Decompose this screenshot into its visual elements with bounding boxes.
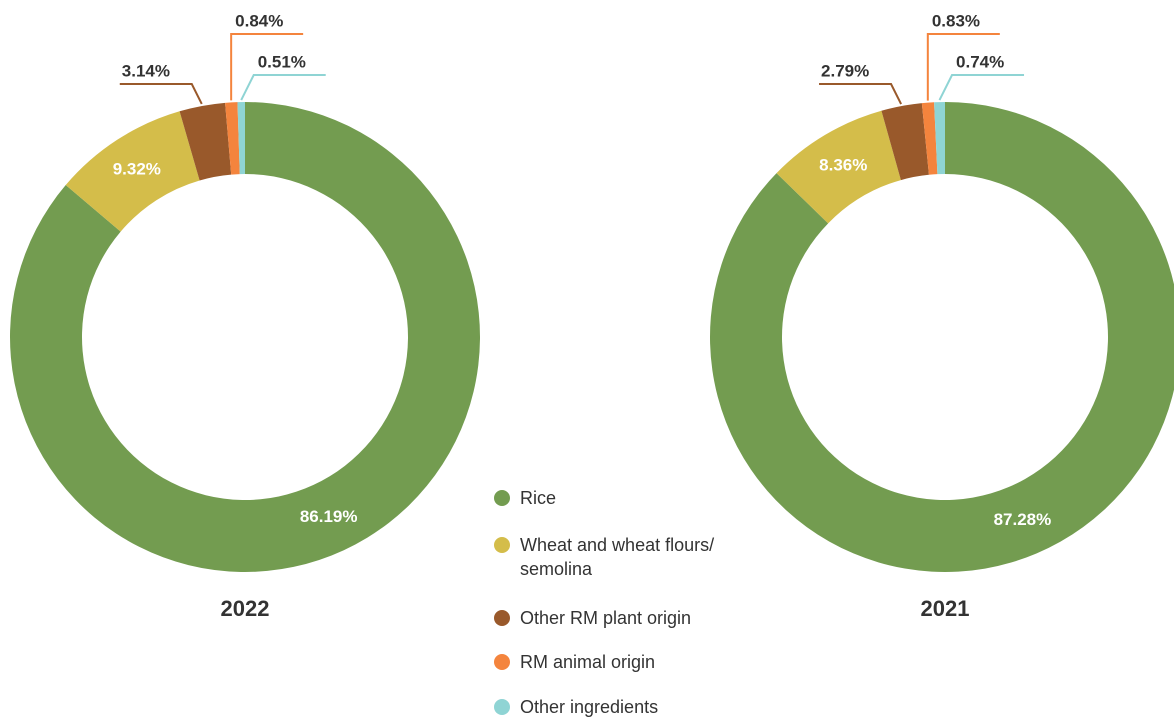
donut-slice (776, 110, 901, 224)
slice-label: 0.84% (235, 11, 283, 30)
donut-slice (934, 102, 945, 175)
donut-slice (9, 102, 480, 572)
leader-line (926, 33, 1000, 101)
leader-line (938, 74, 1025, 101)
donut-slice (237, 102, 245, 175)
leader-line (819, 83, 902, 105)
slice-label: 3.14% (122, 61, 170, 80)
donut-slice (65, 111, 200, 232)
slice-label: 0.74% (956, 52, 1004, 71)
legend-label: Rice (520, 488, 557, 508)
slice-label: 8.36% (819, 155, 867, 174)
legend-swatch (494, 537, 510, 553)
slice-label: 0.83% (932, 11, 980, 30)
legend-swatch (494, 610, 510, 626)
leader-line (240, 74, 326, 101)
donut-slice (921, 102, 938, 175)
legend-swatch (494, 490, 510, 506)
slice-label: 2.79% (821, 61, 869, 80)
chart-title: 2021 (921, 596, 970, 621)
donut-slice (710, 102, 1174, 572)
chart-title: 2022 (221, 596, 270, 621)
slice-label: 0.51% (258, 52, 306, 71)
legend-label: RM animal origin (520, 652, 656, 672)
slice-label: 87.28% (994, 510, 1052, 529)
legend-label: Other ingredients (520, 697, 659, 717)
donut-slice (179, 102, 232, 181)
legend-swatch (494, 699, 510, 715)
legend-label: Other RM plant origin (520, 608, 692, 628)
donut-slice (225, 102, 240, 175)
legend-label: Wheat and wheat flours/ semolina (520, 535, 715, 579)
slice-label: 9.32% (113, 159, 161, 178)
leader-line (230, 33, 304, 101)
leader-line (119, 83, 203, 105)
donut-slice (881, 103, 929, 181)
legend-swatch (494, 654, 510, 670)
slice-label: 86.19% (300, 507, 358, 526)
